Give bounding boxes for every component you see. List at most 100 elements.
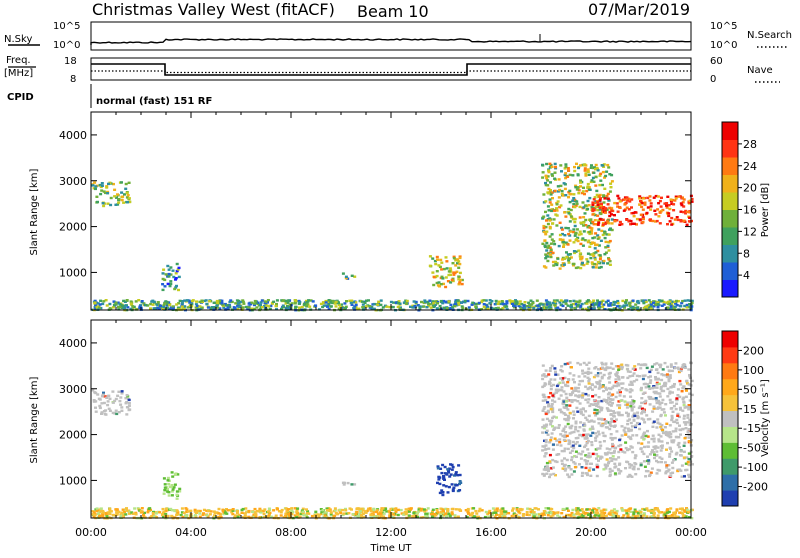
range-cell: [584, 444, 588, 447]
x-tick-label: 04:00: [175, 526, 207, 539]
range-cell: [118, 399, 122, 403]
range-cell: [98, 406, 102, 410]
range-cell: [574, 508, 578, 511]
range-cell: [616, 299, 620, 303]
range-cell: [300, 305, 304, 309]
range-cell: [682, 421, 686, 424]
range-cell: [608, 423, 612, 426]
range-cell: [568, 432, 572, 435]
range-cell: [581, 369, 584, 372]
range-cell: [576, 507, 580, 510]
range-cell: [665, 448, 668, 451]
range-cell: [668, 300, 672, 303]
range-cell: [492, 307, 496, 310]
range-cell: [576, 400, 580, 403]
range-cell: [587, 387, 591, 390]
range-cell: [429, 306, 433, 309]
range-cell: [261, 510, 265, 513]
range-cell: [314, 510, 318, 513]
range-cell: [592, 241, 596, 245]
range-cell: [102, 391, 105, 394]
range-cell: [645, 414, 649, 417]
range-cell: [372, 515, 376, 519]
range-cell: [586, 226, 590, 229]
range-cell: [317, 515, 321, 518]
range-cell: [424, 509, 428, 512]
range-cell: [597, 417, 601, 421]
range-cell: [272, 509, 276, 512]
range-cell: [166, 476, 170, 480]
range-cell: [528, 507, 532, 511]
range-cell: [687, 404, 691, 407]
range-cell: [165, 301, 169, 304]
range-cell: [565, 507, 569, 510]
range-cell: [596, 205, 600, 208]
range-cell: [226, 307, 230, 310]
range-cell: [441, 493, 445, 497]
range-cell: [584, 437, 587, 440]
range-cell: [652, 513, 656, 517]
range-cell: [639, 447, 643, 450]
range-cell: [549, 439, 553, 442]
range-cell: [545, 241, 549, 245]
colorbar-swatch: [722, 362, 738, 380]
range-cell: [604, 386, 608, 389]
range-cell: [537, 304, 541, 307]
range-cell: [566, 227, 570, 230]
range-cell: [616, 411, 620, 414]
x-tick-label: 16:00: [475, 526, 507, 539]
range-cell: [519, 307, 523, 310]
range-cell: [116, 394, 120, 397]
range-cell: [684, 515, 688, 518]
range-cell: [577, 189, 581, 192]
range-cell: [562, 300, 566, 304]
range-cell: [651, 410, 655, 413]
range-cell: [655, 401, 659, 405]
range-cell: [572, 413, 576, 416]
range-cell: [331, 301, 335, 305]
range-cell: [280, 508, 284, 512]
range-cell: [659, 435, 663, 438]
range-cell: [607, 461, 610, 465]
range-cell: [660, 446, 664, 450]
range-cell: [628, 375, 632, 378]
range-cell: [580, 474, 584, 477]
range-cell: [433, 259, 437, 263]
range-cell: [644, 399, 648, 403]
range-cell: [641, 221, 645, 224]
range-cell: [576, 410, 580, 413]
range-cell: [541, 418, 545, 421]
range-cell: [130, 511, 134, 514]
range-cell: [662, 408, 666, 411]
range-cell: [124, 513, 128, 516]
range-cell: [664, 470, 668, 473]
range-cell: [542, 193, 546, 196]
range-cell: [570, 387, 574, 390]
range-cell: [442, 475, 445, 478]
range-cell: [591, 383, 594, 386]
range-cell: [139, 509, 143, 513]
range-cell: [582, 224, 586, 227]
range-cell: [176, 473, 180, 476]
range-cell: [671, 391, 674, 394]
range-cell: [396, 513, 400, 517]
range-cell: [595, 193, 599, 197]
range-cell: [428, 299, 432, 302]
range-cell: [614, 301, 618, 304]
range-cell: [171, 475, 175, 478]
range-cell: [520, 302, 524, 306]
range-cell: [608, 381, 612, 384]
range-cell: [169, 306, 173, 309]
range-cell: [111, 513, 115, 517]
range-cell: [660, 440, 664, 443]
range-cell: [682, 385, 686, 388]
range-cell: [511, 509, 514, 512]
range-cell: [616, 210, 620, 213]
range-cell: [645, 515, 649, 518]
range-cell: [368, 507, 372, 510]
range-cell: [610, 438, 614, 441]
range-cell: [551, 458, 555, 462]
range-cell: [601, 431, 605, 435]
range-cell: [601, 423, 605, 427]
range-cell: [598, 440, 602, 444]
